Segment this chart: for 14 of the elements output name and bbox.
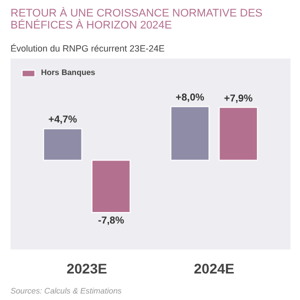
data-label: +4,7% bbox=[48, 114, 78, 126]
bar bbox=[43, 128, 82, 161]
x-tick-label: 2024E bbox=[194, 260, 234, 276]
data-label: +8,0% bbox=[176, 92, 204, 104]
source-note: Sources: Calculs & Estimations bbox=[10, 286, 122, 296]
legend-label: Hors Banques bbox=[41, 68, 96, 77]
bar bbox=[91, 160, 131, 213]
bar bbox=[218, 106, 258, 161]
bar bbox=[170, 106, 210, 161]
x-tick-label: 2023E bbox=[66, 260, 108, 276]
chart-subtitle: Évolution du RNPG récurrent 23E-24E bbox=[10, 44, 165, 54]
chart-title: RETOUR À UNE CROISSANCE NORMATIVE DES BÉNÉFICES À HORIZON 2024E bbox=[10, 6, 263, 32]
data-label: -7,8% bbox=[98, 215, 124, 226]
data-label: +7,9% bbox=[224, 93, 253, 104]
